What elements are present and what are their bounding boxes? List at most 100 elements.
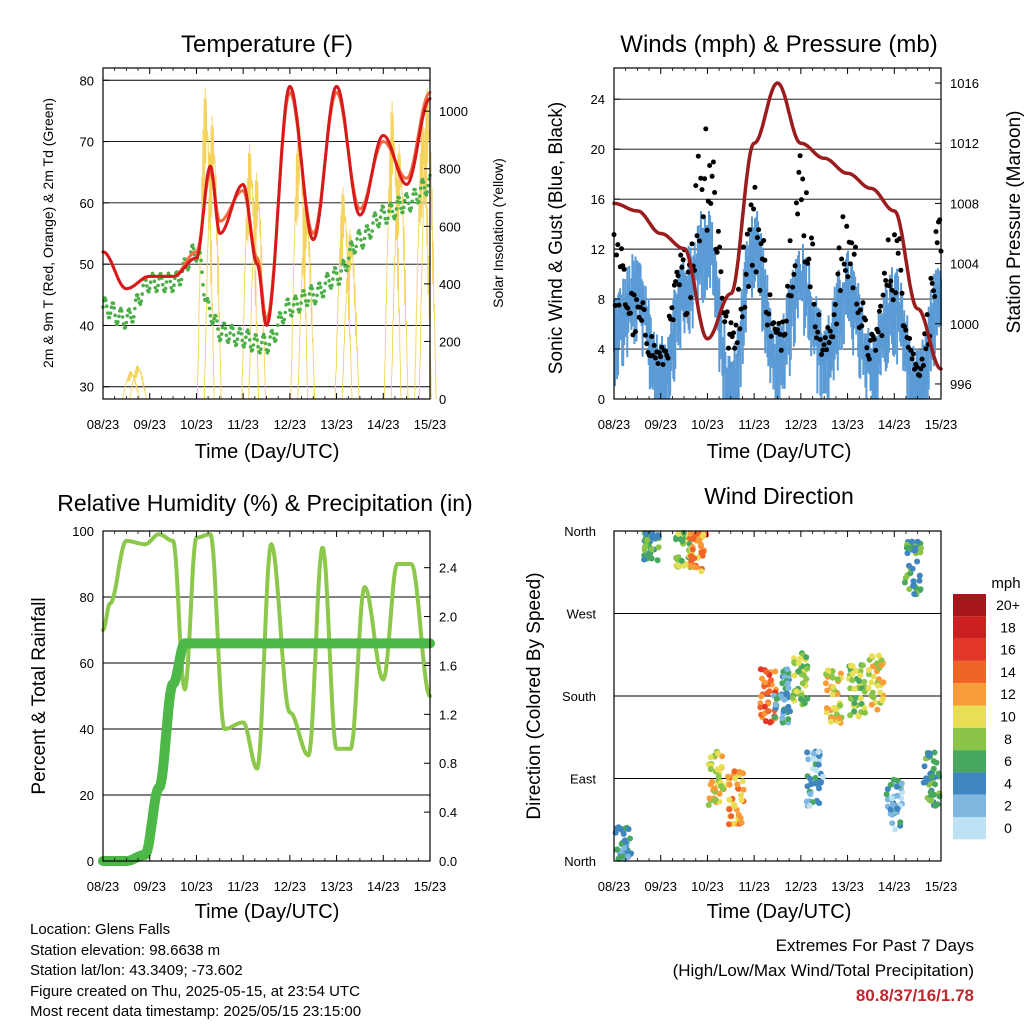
temperature-panel: Temperature (F) 304050607080020040060080… xyxy=(40,31,506,463)
wind-direction-point xyxy=(761,703,768,710)
wind-direction-point xyxy=(878,657,885,664)
x-tick-label: 15/23 xyxy=(414,879,447,894)
dewpoint-point xyxy=(424,193,429,197)
dewpoint-point xyxy=(231,326,235,331)
dewpoint-point xyxy=(216,327,220,331)
wind-direction-point xyxy=(869,653,876,660)
dewpoint-point xyxy=(319,291,324,295)
wind-gust-point xyxy=(824,347,829,353)
wind-direction-point xyxy=(627,835,633,842)
wind-gust-point xyxy=(751,206,757,212)
dewpoint-point xyxy=(251,343,256,347)
dewpoint-point xyxy=(246,331,251,336)
wind-gust-point xyxy=(793,200,799,206)
wind-gust-point xyxy=(651,342,657,348)
wind-direction-point xyxy=(923,775,930,782)
wind-direction-point xyxy=(648,546,655,553)
legend-label: 8 xyxy=(1004,731,1012,747)
humidity-series xyxy=(101,532,432,771)
wind-gust-point xyxy=(844,223,850,229)
wind-gust-point xyxy=(737,326,743,332)
dewpoint-point xyxy=(345,268,349,273)
wind-gust-point xyxy=(775,327,780,333)
direction-title: Wind Direction xyxy=(704,483,854,509)
dewpoint-point xyxy=(386,216,390,221)
wind-direction-point xyxy=(883,791,890,798)
wind-gust-point xyxy=(712,190,718,195)
legend-swatch xyxy=(953,594,986,617)
dewpoint-point xyxy=(331,277,335,281)
wind-direction-point xyxy=(780,707,787,714)
y-tick-label: 80 xyxy=(80,590,94,605)
solar-insolation-series xyxy=(129,364,147,400)
wind-direction-point xyxy=(680,562,687,569)
wind-gust-point xyxy=(675,273,681,279)
wind-direction-point xyxy=(731,768,738,775)
wind-direction-point xyxy=(934,801,941,808)
wind-gust-point xyxy=(778,347,784,353)
dewpoint-point xyxy=(275,332,279,336)
y2-tick-label: 1.2 xyxy=(439,707,457,722)
y2-tick-label: 0 xyxy=(439,392,446,407)
wind-gust-point xyxy=(689,241,695,247)
wind-gust-point xyxy=(885,237,891,243)
wind-gust-point xyxy=(767,292,773,298)
wind-direction-point xyxy=(615,855,622,862)
legend-label: 10 xyxy=(1000,709,1016,725)
wind-direction-point xyxy=(706,795,713,802)
wind-gust-point xyxy=(871,336,877,342)
x-tick-label: 11/23 xyxy=(738,879,770,894)
wind-direction-point xyxy=(926,797,933,804)
x-tick-label: 08/23 xyxy=(598,879,631,894)
dewpoint-point xyxy=(334,271,339,276)
winds-x-label: Time (Day/UTC) xyxy=(707,441,852,463)
wind-gust-point xyxy=(700,214,706,220)
wind-gust-point xyxy=(782,331,788,337)
dewpoint-point xyxy=(389,204,394,208)
wind-direction-point xyxy=(618,826,625,833)
dewpoint-point xyxy=(112,306,116,310)
legend-swatch xyxy=(953,727,986,751)
wind-gust-point xyxy=(860,300,866,306)
dewpoint-point xyxy=(306,299,311,303)
wind-gust-point xyxy=(676,282,682,288)
dewpoint-point xyxy=(405,195,410,199)
dewpoint-point xyxy=(223,326,228,331)
dewpoint-point xyxy=(153,285,158,290)
wind-gust-point xyxy=(873,347,879,353)
wind-gust-point xyxy=(821,342,827,348)
wind-gust-point xyxy=(640,300,646,306)
dewpoint-point xyxy=(136,296,141,301)
y2-tick-label: 200 xyxy=(439,334,461,349)
legend-swatch xyxy=(953,683,986,706)
x-tick-label: 09/23 xyxy=(644,417,677,432)
dewpoint-point xyxy=(401,210,405,214)
dewpoint-point xyxy=(362,236,367,241)
dewpoint-point xyxy=(357,228,361,233)
y-tick-label: 80 xyxy=(80,73,94,88)
wind-gust-point xyxy=(810,241,816,247)
wind-gust-point xyxy=(639,318,645,323)
dewpoint-point xyxy=(133,298,138,303)
precipitation-series xyxy=(98,638,435,866)
wind-gust-point xyxy=(876,308,882,314)
dewpoint-point xyxy=(176,278,181,283)
wind-gust-point xyxy=(757,288,763,293)
wind-direction-point xyxy=(813,767,820,774)
wind-direction-point xyxy=(878,662,885,669)
wind-direction-point xyxy=(785,716,792,723)
dewpoint-point xyxy=(353,250,358,254)
legend-swatch xyxy=(953,772,986,795)
legend-swatch xyxy=(953,705,986,728)
winds-panel: Winds (mph) & Pressure (mb) 0 4 8 12 16 20 24 9… xyxy=(546,31,1024,463)
dewpoint-point xyxy=(139,299,144,304)
dewpoint-point xyxy=(410,199,415,204)
y2-tick-label: 600 xyxy=(439,219,461,234)
wind-direction-point xyxy=(673,555,680,561)
wind-direction-point xyxy=(893,783,900,790)
wind-gust-point xyxy=(831,312,837,318)
y2-tick-label: 800 xyxy=(439,162,461,177)
dewpoint-point xyxy=(406,201,411,206)
dewpoint-point xyxy=(205,297,210,301)
